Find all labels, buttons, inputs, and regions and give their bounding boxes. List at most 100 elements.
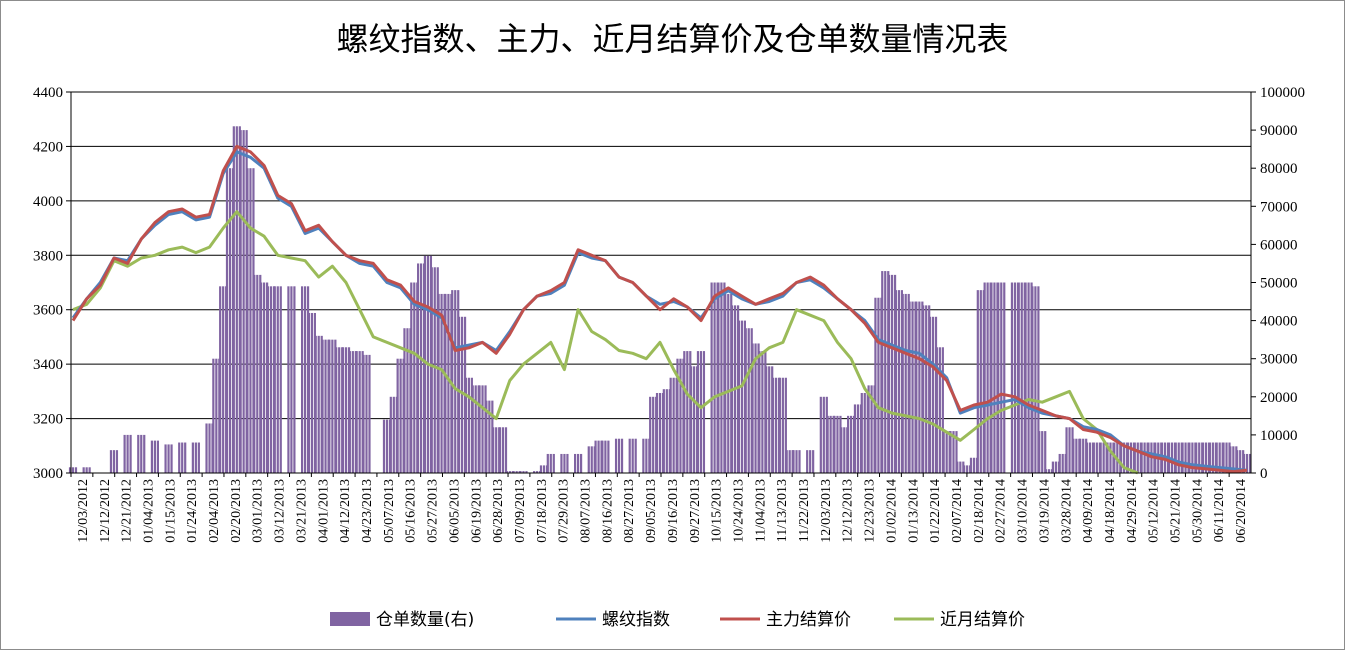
bar xyxy=(341,347,345,473)
bar xyxy=(1245,453,1249,473)
x-tick-label: 01/15/2013 xyxy=(163,479,178,543)
bar xyxy=(184,442,187,473)
bar xyxy=(287,286,290,473)
x-tick-label: 02/18/2014 xyxy=(972,479,987,543)
bar xyxy=(590,446,593,473)
x-tick-label: 04/12/2013 xyxy=(338,479,353,543)
series-line-main-settlement xyxy=(71,144,1248,474)
bar xyxy=(676,358,679,473)
bar xyxy=(1088,442,1092,473)
x-tick-label: 05/12/2014 xyxy=(1147,479,1162,543)
bar xyxy=(1239,450,1242,473)
bar xyxy=(1195,442,1198,473)
x-tick-label: 09/05/2013 xyxy=(644,479,659,543)
bar xyxy=(474,385,477,473)
bar xyxy=(614,438,618,473)
bar xyxy=(938,347,941,473)
bar xyxy=(1020,282,1023,473)
bar xyxy=(215,358,218,473)
bar xyxy=(300,286,304,473)
bar xyxy=(82,467,85,473)
bar xyxy=(273,286,276,473)
legend-label: 螺纹指数 xyxy=(602,610,670,630)
bar xyxy=(758,351,761,473)
bar xyxy=(607,440,610,473)
right-tick-label: 40000 xyxy=(1260,314,1298,330)
bar xyxy=(710,282,713,473)
x-tick-label: 02/20/2013 xyxy=(229,479,244,543)
bar xyxy=(515,471,518,473)
bar xyxy=(109,450,113,473)
bar xyxy=(788,450,791,473)
bar xyxy=(972,457,976,473)
bar xyxy=(843,427,846,473)
bar xyxy=(460,316,464,473)
bar xyxy=(123,434,126,473)
left-tick-label: 3000 xyxy=(33,466,63,482)
bar xyxy=(310,312,313,473)
x-tick-label: 06/28/2013 xyxy=(491,479,506,543)
left-tick-label: 3800 xyxy=(33,248,63,264)
right-tick-label: 90000 xyxy=(1260,123,1298,139)
bar xyxy=(153,440,157,473)
bar xyxy=(1013,282,1017,473)
bar xyxy=(617,438,621,473)
x-axis-ticks: 12/03/2012 12/12/2012 12/21/2012 01/04/2013… xyxy=(70,473,1249,543)
bar xyxy=(1051,461,1054,473)
bar xyxy=(768,366,771,473)
bar xyxy=(525,471,528,473)
bar xyxy=(699,351,703,473)
x-tick-label: 02/27/2014 xyxy=(994,479,1009,543)
x-tick-label: 12/03/2012 xyxy=(76,479,91,543)
bar xyxy=(512,471,515,473)
bar xyxy=(792,450,795,473)
bar xyxy=(1140,442,1143,473)
bar xyxy=(508,471,511,473)
bar xyxy=(1136,442,1139,473)
bar xyxy=(658,392,662,473)
x-tick-label: 01/24/2013 xyxy=(185,479,200,543)
bar xyxy=(822,396,825,473)
bar xyxy=(85,467,88,473)
bar xyxy=(1024,282,1027,473)
bar xyxy=(181,442,184,473)
bar xyxy=(853,404,857,473)
bar xyxy=(942,431,945,473)
bar xyxy=(669,377,672,473)
bar xyxy=(293,286,296,473)
bar xyxy=(266,286,270,473)
bar xyxy=(774,377,778,473)
bar xyxy=(1109,442,1112,473)
bar xyxy=(1188,442,1191,473)
x-tick-label: 06/05/2013 xyxy=(447,479,462,543)
x-tick-label: 05/16/2013 xyxy=(404,479,419,543)
bar xyxy=(655,392,659,473)
bar xyxy=(765,366,768,473)
bar xyxy=(1242,453,1246,473)
x-tick-label: 05/27/2013 xyxy=(426,479,441,543)
bar xyxy=(1208,442,1211,473)
bar xyxy=(417,263,420,473)
bar xyxy=(884,271,887,473)
bar xyxy=(911,301,914,473)
bar xyxy=(894,290,898,473)
bar xyxy=(464,377,467,473)
bar xyxy=(809,450,812,473)
bar xyxy=(126,434,129,473)
legend-swatch-bar xyxy=(330,612,370,626)
bar xyxy=(1106,442,1109,473)
bar xyxy=(235,126,238,473)
bar xyxy=(382,419,386,473)
bar xyxy=(850,415,853,473)
bar xyxy=(137,434,140,473)
bar xyxy=(566,453,569,473)
bar xyxy=(798,450,801,473)
x-tick-label: 03/19/2014 xyxy=(1037,479,1052,543)
bar xyxy=(976,290,979,473)
left-axis-ticks: 3000 3200 3400 3600 3800 4000 4200 4400 xyxy=(33,85,71,482)
bar xyxy=(952,431,955,473)
bar xyxy=(1133,442,1136,473)
left-tick-label: 4400 xyxy=(33,85,63,101)
x-tick-label: 05/30/2014 xyxy=(1190,479,1205,543)
bar xyxy=(399,358,402,473)
